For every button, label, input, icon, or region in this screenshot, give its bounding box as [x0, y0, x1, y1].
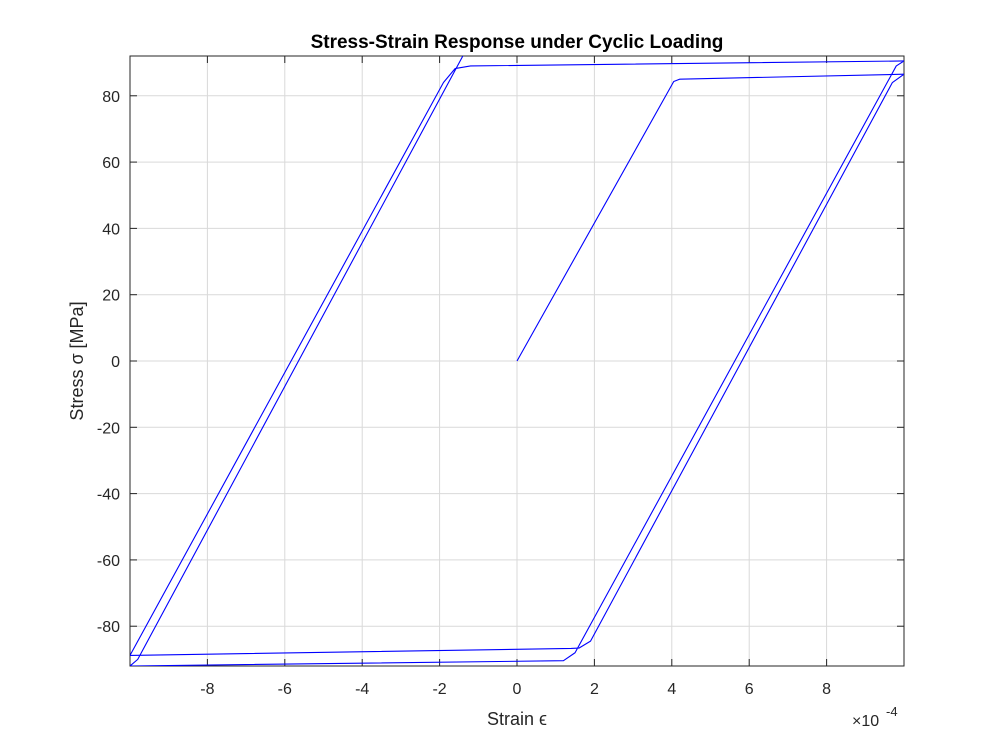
- y-tick-label: 40: [102, 221, 120, 238]
- y-tick-labels: -80 -60 -40 -20 0 20 40 60 80: [97, 89, 120, 636]
- y-tick-label: -60: [97, 553, 120, 570]
- chart-title: Stress-Strain Response under Cyclic Load…: [311, 32, 724, 53]
- x-tick-label: 4: [667, 681, 676, 698]
- x-tick-label: -6: [278, 681, 292, 698]
- x-exponent-base: ×10: [852, 713, 879, 730]
- y-tick-label: -80: [97, 619, 120, 636]
- y-tick-label: 80: [102, 89, 120, 106]
- x-exponent-power: -4: [886, 704, 898, 719]
- x-tick-label: -4: [355, 681, 369, 698]
- x-tick-label: 2: [590, 681, 599, 698]
- y-tick-label: 20: [102, 288, 120, 305]
- y-tick-label: -20: [97, 420, 120, 437]
- x-tick-label: 0: [513, 681, 522, 698]
- x-tick-label: -8: [200, 681, 214, 698]
- y-tick-label: -40: [97, 487, 120, 504]
- y-axis-label: Stress σ [MPa]: [67, 301, 87, 420]
- x-axis-label: Strain ϵ: [487, 709, 547, 729]
- x-tick-label: 8: [822, 681, 831, 698]
- x-tick-label: 6: [745, 681, 754, 698]
- stress-strain-series-line: [130, 56, 904, 666]
- y-tick-label: 60: [102, 155, 120, 172]
- y-tick-label: 0: [111, 354, 120, 371]
- x-tick-label: -2: [432, 681, 446, 698]
- series-group: [130, 56, 904, 666]
- x-tick-labels: -8 -6 -4 -2 0 2 4 6 8: [200, 681, 831, 698]
